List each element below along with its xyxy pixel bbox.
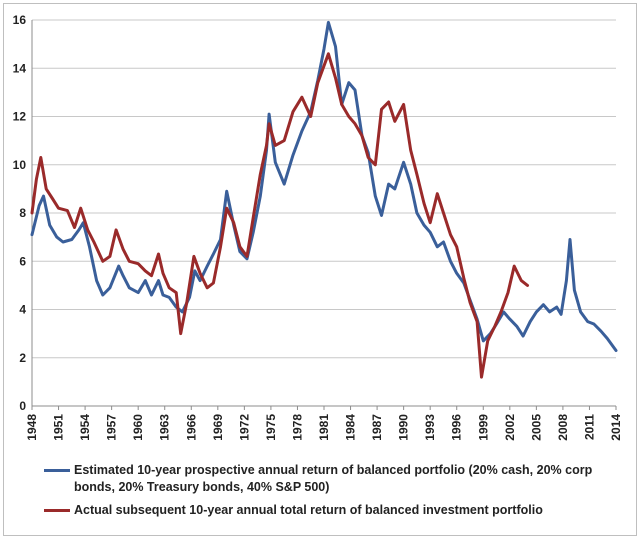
legend-label-actual: Actual subsequent 10-year annual total r… <box>74 503 543 517</box>
x-axis: 1948 1951 1954 1957 1960 1963 1966 1969 1972 1975… <box>25 406 623 441</box>
y-tick-label: 12 <box>13 110 27 124</box>
gridlines <box>32 19 616 407</box>
series-group <box>30 20 618 379</box>
legend-label-estimated: Estimated 10-year prospective annual ret… <box>74 463 593 494</box>
legend-item-estimated: Estimated 10-year prospective annual ret… <box>44 462 634 496</box>
x-tick-label: 1969 <box>211 414 225 441</box>
y-tick-label: 8 <box>19 206 26 220</box>
x-tick-label: 1981 <box>317 414 331 441</box>
y-tick-label: 2 <box>19 351 26 365</box>
x-tick-label: 1996 <box>450 414 464 441</box>
y-tick-label: 10 <box>13 158 27 172</box>
y-tick-label: 16 <box>13 13 27 27</box>
series-line-actual <box>30 52 529 379</box>
x-tick-label: 1993 <box>423 414 437 441</box>
x-tick-label: 1972 <box>237 414 251 441</box>
x-tick-label: 1963 <box>158 414 172 441</box>
legend: Estimated 10-year prospective annual ret… <box>44 462 634 525</box>
x-tick-label: 2014 <box>609 414 623 441</box>
legend-item-actual: Actual subsequent 10-year annual total r… <box>44 502 634 519</box>
legend-swatch-estimated <box>44 469 70 472</box>
x-tick-label: 2008 <box>556 414 570 441</box>
y-tick-label: 0 <box>19 399 26 413</box>
x-tick-label: 2002 <box>503 414 517 441</box>
x-tick-label: 1987 <box>370 414 384 441</box>
y-tick-label: 14 <box>13 61 27 75</box>
x-tick-label: 2011 <box>582 414 596 440</box>
chart-frame: 0 2 4 6 8 10 12 14 16 1948 1951 1954 1957 1960 1963 19… <box>3 3 637 536</box>
series-line-estimated <box>30 20 618 352</box>
x-tick-label: 1960 <box>131 414 145 441</box>
x-tick-label: 1966 <box>184 414 198 441</box>
x-tick-label: 1990 <box>397 414 411 441</box>
y-tick-label: 6 <box>19 254 26 268</box>
x-tick-label: 1999 <box>476 414 490 441</box>
x-tick-label: 1975 <box>264 414 278 441</box>
x-tick-label: 2005 <box>529 414 543 441</box>
y-axis: 0 2 4 6 8 10 12 14 16 <box>13 13 33 413</box>
x-tick-label: 1984 <box>344 414 358 441</box>
x-tick-label: 1978 <box>290 414 304 441</box>
x-tick-label: 1954 <box>78 414 92 441</box>
legend-swatch-actual <box>44 509 70 512</box>
x-tick-label: 1951 <box>52 414 66 441</box>
x-tick-label: 1957 <box>105 414 119 441</box>
x-tick-label: 1948 <box>25 414 39 441</box>
y-tick-label: 4 <box>19 303 26 317</box>
